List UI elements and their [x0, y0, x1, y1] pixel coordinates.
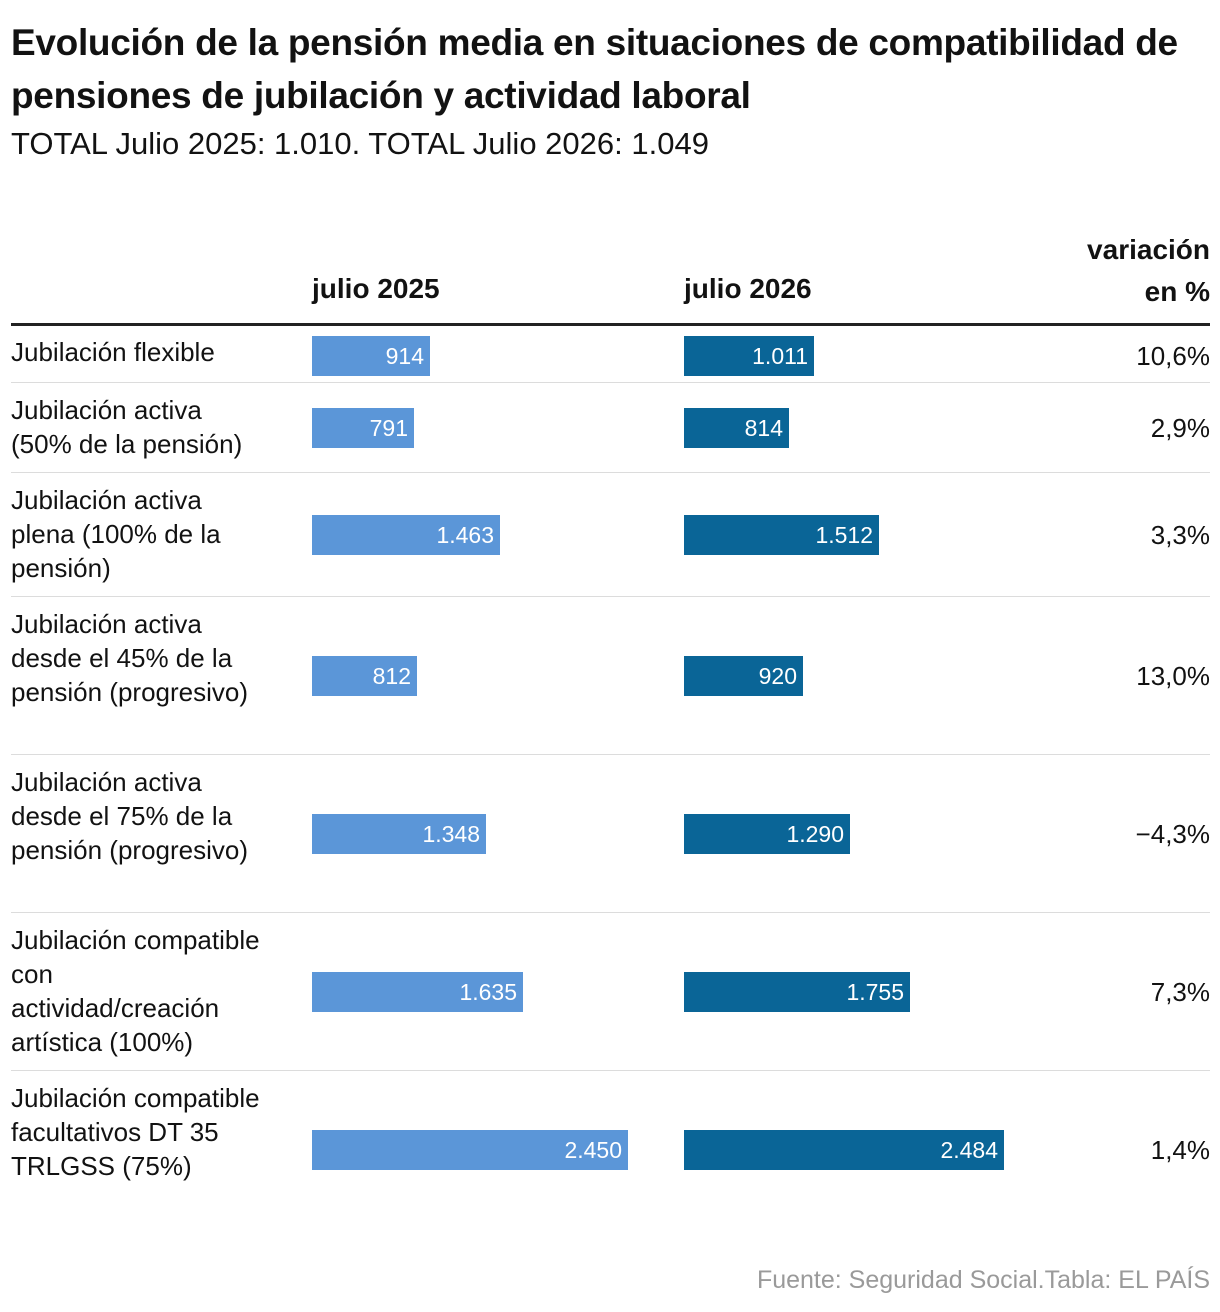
bar-julio-2026: 1.755 [684, 972, 910, 1012]
variation-value: 3,3% [1150, 520, 1210, 550]
table-row: Jubilación activa plena (100% de la pens… [11, 473, 1210, 597]
bar-julio-2025: 1.463 [312, 515, 500, 555]
row-separator [11, 754, 1210, 755]
variation-value: 2,9% [1150, 413, 1210, 443]
row-separator [11, 1070, 1210, 1071]
bar-julio-2025: 914 [312, 336, 430, 376]
row-label: Jubilación compatible con actividad/crea… [11, 925, 260, 1057]
table-row: Jubilación activa (50% de la pensión) 791… [11, 383, 1210, 473]
table-row: Jubilación flexible 914 1.011 10,6% [11, 327, 1210, 383]
variation-value: −4,3% [1135, 819, 1210, 849]
row-separator [11, 472, 1210, 473]
table-row: Jubilación compatible facultativos DT 35… [11, 1071, 1210, 1229]
table-row: Jubilación activa desde el 75% de la pen… [11, 755, 1210, 913]
variation-header-line1: variación [1087, 234, 1210, 265]
row-separator [11, 596, 1210, 597]
variation-value: 10,6% [1136, 341, 1210, 371]
variation-value: 1,4% [1150, 1135, 1210, 1165]
row-label: Jubilación compatible facultativos DT 35… [11, 1083, 260, 1181]
row-separator [11, 912, 1210, 913]
column-header-variation: variación en % [1010, 229, 1210, 313]
row-label: Jubilación activa desde el 75% de la pen… [11, 767, 249, 865]
variation-header-line2: en % [1144, 276, 1210, 307]
bar-julio-2025: 812 [312, 656, 417, 696]
bar-julio-2025: 1.635 [312, 972, 523, 1012]
row-separator [11, 382, 1210, 383]
table-row: Jubilación activa desde el 45% de la pen… [11, 597, 1210, 755]
row-label: Jubilación activa desde el 45% de la pen… [11, 609, 249, 707]
bar-julio-2026: 1.290 [684, 814, 850, 854]
variation-value: 13,0% [1136, 661, 1210, 691]
bar-julio-2025: 2.450 [312, 1130, 628, 1170]
bar-julio-2026: 1.011 [684, 336, 814, 376]
source-credit: Fuente: Seguridad Social.Tabla: EL PAÍS [756, 1266, 1210, 1294]
bar-julio-2025: 791 [312, 408, 414, 448]
bar-julio-2026: 920 [684, 656, 803, 696]
bar-julio-2026: 1.512 [684, 515, 879, 555]
row-label: Jubilación flexible [11, 337, 215, 367]
bar-julio-2026: 814 [684, 408, 789, 448]
header-rule [11, 323, 1210, 326]
row-label: Jubilación activa plena (100% de la pens… [11, 485, 221, 583]
chart-subtitle: TOTAL Julio 2025: 1.010. TOTAL Julio 202… [11, 126, 709, 161]
bar-julio-2025: 1.348 [312, 814, 486, 854]
column-header-2026: julio 2026 [684, 273, 812, 304]
table-row: Jubilación compatible con actividad/crea… [11, 913, 1210, 1071]
variation-value: 7,3% [1150, 977, 1210, 1007]
column-header-2025: julio 2025 [312, 273, 440, 304]
bar-julio-2026: 2.484 [684, 1130, 1004, 1170]
row-label: Jubilación activa (50% de la pensión) [11, 395, 243, 459]
chart-title: Evolución de la pensión media en situaci… [11, 22, 1178, 116]
